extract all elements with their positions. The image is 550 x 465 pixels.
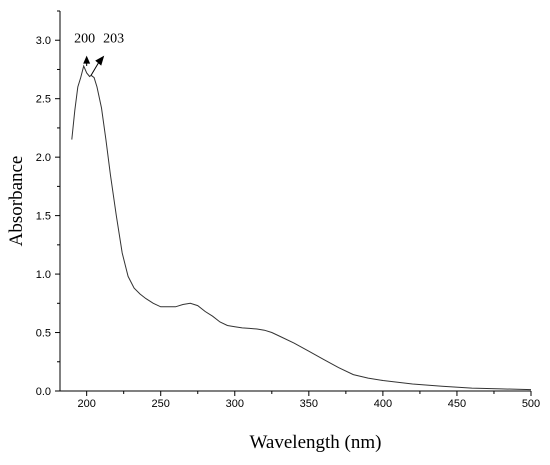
absorbance-series-line: [71, 64, 532, 391]
x-tick-label: 250: [152, 398, 170, 410]
x-ticks: 200 250 300 350 400 450 500: [77, 391, 540, 410]
y-tick-label: 3.0: [36, 35, 51, 47]
y-tick-label: 0.0: [36, 386, 51, 398]
y-ticks: 0.0 0.5 1.0 1.5 2.0 2.5 3.0: [36, 10, 60, 398]
peak-label-200: 200: [74, 32, 95, 47]
y-tick-label: 0.5: [36, 328, 51, 340]
x-tick-label: 500: [522, 398, 540, 410]
peak-arrow-line-203: [90, 61, 100, 76]
x-tick-label: 300: [226, 398, 244, 410]
x-tick-label: 350: [300, 398, 318, 410]
y-axis-title: Absorbance: [6, 156, 27, 247]
peak-arrow-head-203: [95, 55, 105, 66]
x-tick-label: 400: [374, 398, 392, 410]
series: [71, 64, 532, 391]
x-tick-label: 200: [77, 398, 95, 410]
y-tick-label: 2.0: [36, 152, 51, 164]
y-tick-label: 2.5: [36, 94, 51, 106]
peak-arrow-head-200: [83, 55, 91, 64]
x-axis-title: Wavelength (nm): [250, 432, 382, 453]
x-tick-label: 450: [448, 398, 466, 410]
peak-label-203: 203: [103, 32, 124, 47]
annotations: 200 203: [74, 32, 124, 76]
axes: [59, 11, 531, 392]
y-tick-label: 1.0: [36, 269, 51, 281]
y-tick-label: 1.5: [36, 211, 51, 223]
